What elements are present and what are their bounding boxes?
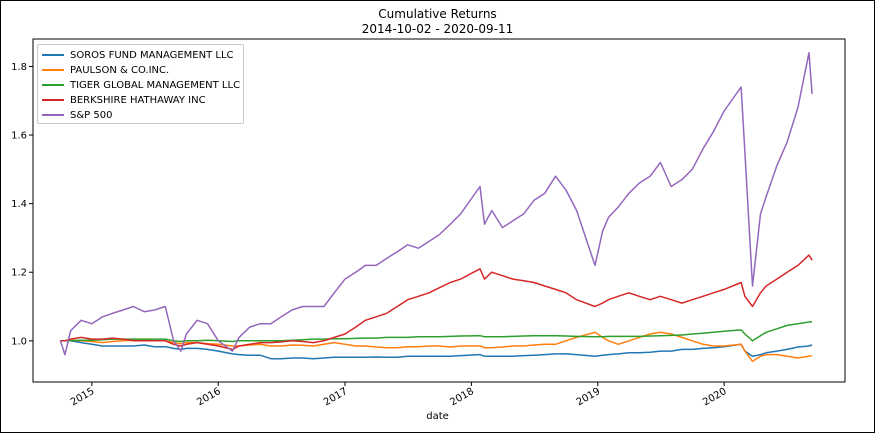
legend-label-paulson: PAULSON & CO.INC.: [70, 64, 170, 76]
x-tick-label-0: 2015: [69, 386, 97, 408]
y-tick-label-1: 1.2: [11, 268, 27, 279]
legend-label-tiger: TIGER GLOBAL MANAGEMENT LLC: [70, 79, 241, 91]
y-axis-ticks: 1.0 1.2 1.4 1.6 1.8: [11, 62, 33, 347]
legend-label-sp500: S&P 500: [70, 109, 113, 121]
series-line-1: [60, 331, 813, 363]
legend-item-soros: SOROS FUND MANAGEMENT LLC: [42, 48, 234, 62]
series-line-2: [60, 320, 813, 343]
legend: SOROS FUND MANAGEMENT LLC PAULSON & CO.I…: [37, 44, 244, 124]
chart-subtitle: 2014-10-02 - 2020-09-11: [361, 22, 514, 36]
series-line-4: [59, 51, 813, 356]
legend-item-paulson: PAULSON & CO.INC.: [42, 63, 169, 77]
legend-swatch-paulson: [42, 69, 64, 71]
legend-swatch-sp500: [42, 114, 64, 116]
y-tick-label-4: 1.8: [11, 62, 27, 73]
x-axis-ticks: 2015 2016 2017 2018 2019 2020: [69, 382, 729, 408]
x-tick-label-3: 2018: [448, 386, 476, 408]
legend-item-tiger: TIGER GLOBAL MANAGEMENT LLC: [42, 78, 240, 92]
legend-swatch-soros: [42, 54, 64, 56]
x-tick-label-1: 2016: [195, 386, 223, 408]
legend-label-soros: SOROS FUND MANAGEMENT LLC: [70, 49, 234, 61]
chart-title: Cumulative Returns: [378, 7, 497, 21]
x-tick-label-4: 2019: [575, 386, 603, 408]
series-layer: [59, 51, 813, 363]
y-tick-label-0: 1.0: [11, 336, 27, 347]
series-line-0: [60, 340, 813, 360]
x-tick-label-2: 2017: [322, 386, 350, 408]
x-axis-label: date: [426, 411, 449, 422]
legend-label-berkshire: BERKSHIRE HATHAWAY INC: [70, 94, 206, 106]
legend-item-berkshire: BERKSHIRE HATHAWAY INC: [42, 93, 206, 107]
y-tick-label-3: 1.6: [11, 131, 27, 142]
legend-swatch-tiger: [42, 84, 64, 86]
y-tick-label-2: 1.4: [11, 199, 27, 210]
legend-item-sp500: S&P 500: [42, 108, 112, 122]
legend-swatch-berkshire: [42, 99, 64, 101]
x-tick-label-5: 2020: [701, 386, 729, 408]
